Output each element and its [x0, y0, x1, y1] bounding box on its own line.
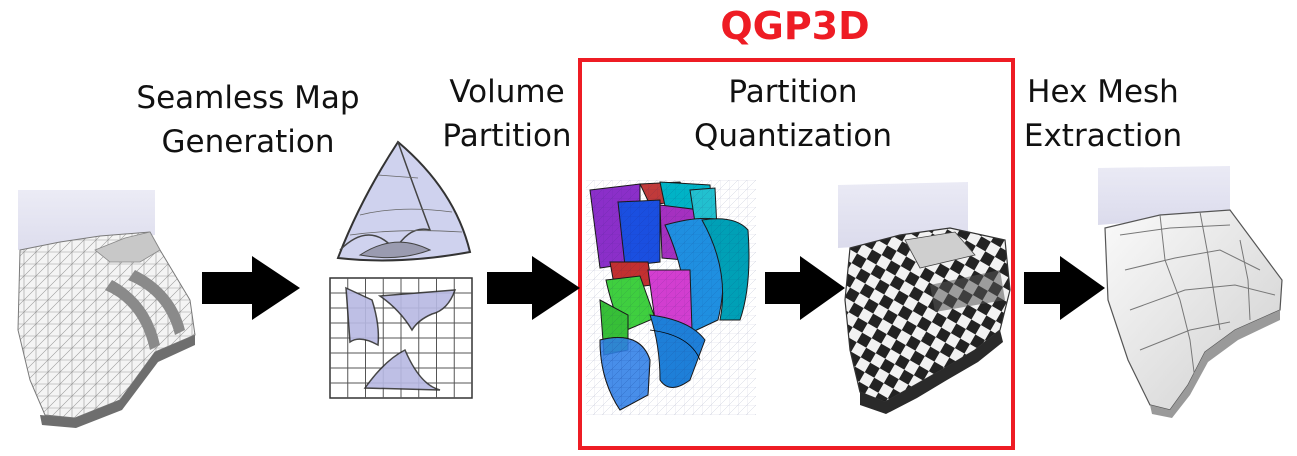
stage-label-partition-quantization: Partition Quantization [680, 70, 906, 158]
quantized-parametrization-image [838, 182, 1011, 414]
stage-label-line: Partition [728, 74, 858, 110]
arrow-right-icon [487, 256, 580, 320]
stage-label-line: Partition [442, 118, 572, 154]
stage-label-volume-partition: Volume Partition [432, 70, 582, 158]
stage-label-line: Hex Mesh [1027, 74, 1179, 110]
arrow-right-icon [202, 256, 300, 320]
stage-label-line: Generation [161, 124, 335, 160]
arrow-right-icon [1024, 256, 1105, 320]
qgp3d-title: QGP3D [720, 4, 870, 48]
stage-label-line: Quantization [693, 118, 893, 154]
stage-label-hex-mesh: Hex Mesh Extraction [1018, 70, 1188, 158]
volume-partition-image [329, 140, 473, 399]
stage-label-line: Seamless Map [136, 80, 360, 116]
hex-mesh-image [1098, 166, 1283, 418]
qgp3d-highlight-box [578, 58, 1015, 450]
stage-label-seamless-map: Seamless Map Generation [118, 76, 378, 164]
stage-label-line: Volume [449, 74, 565, 110]
partition-quantization-blocks-image [586, 180, 756, 415]
arrow-right-icon [765, 256, 845, 320]
seamless-map-model-image [17, 190, 196, 428]
stage-label-line: Extraction [1023, 118, 1183, 154]
